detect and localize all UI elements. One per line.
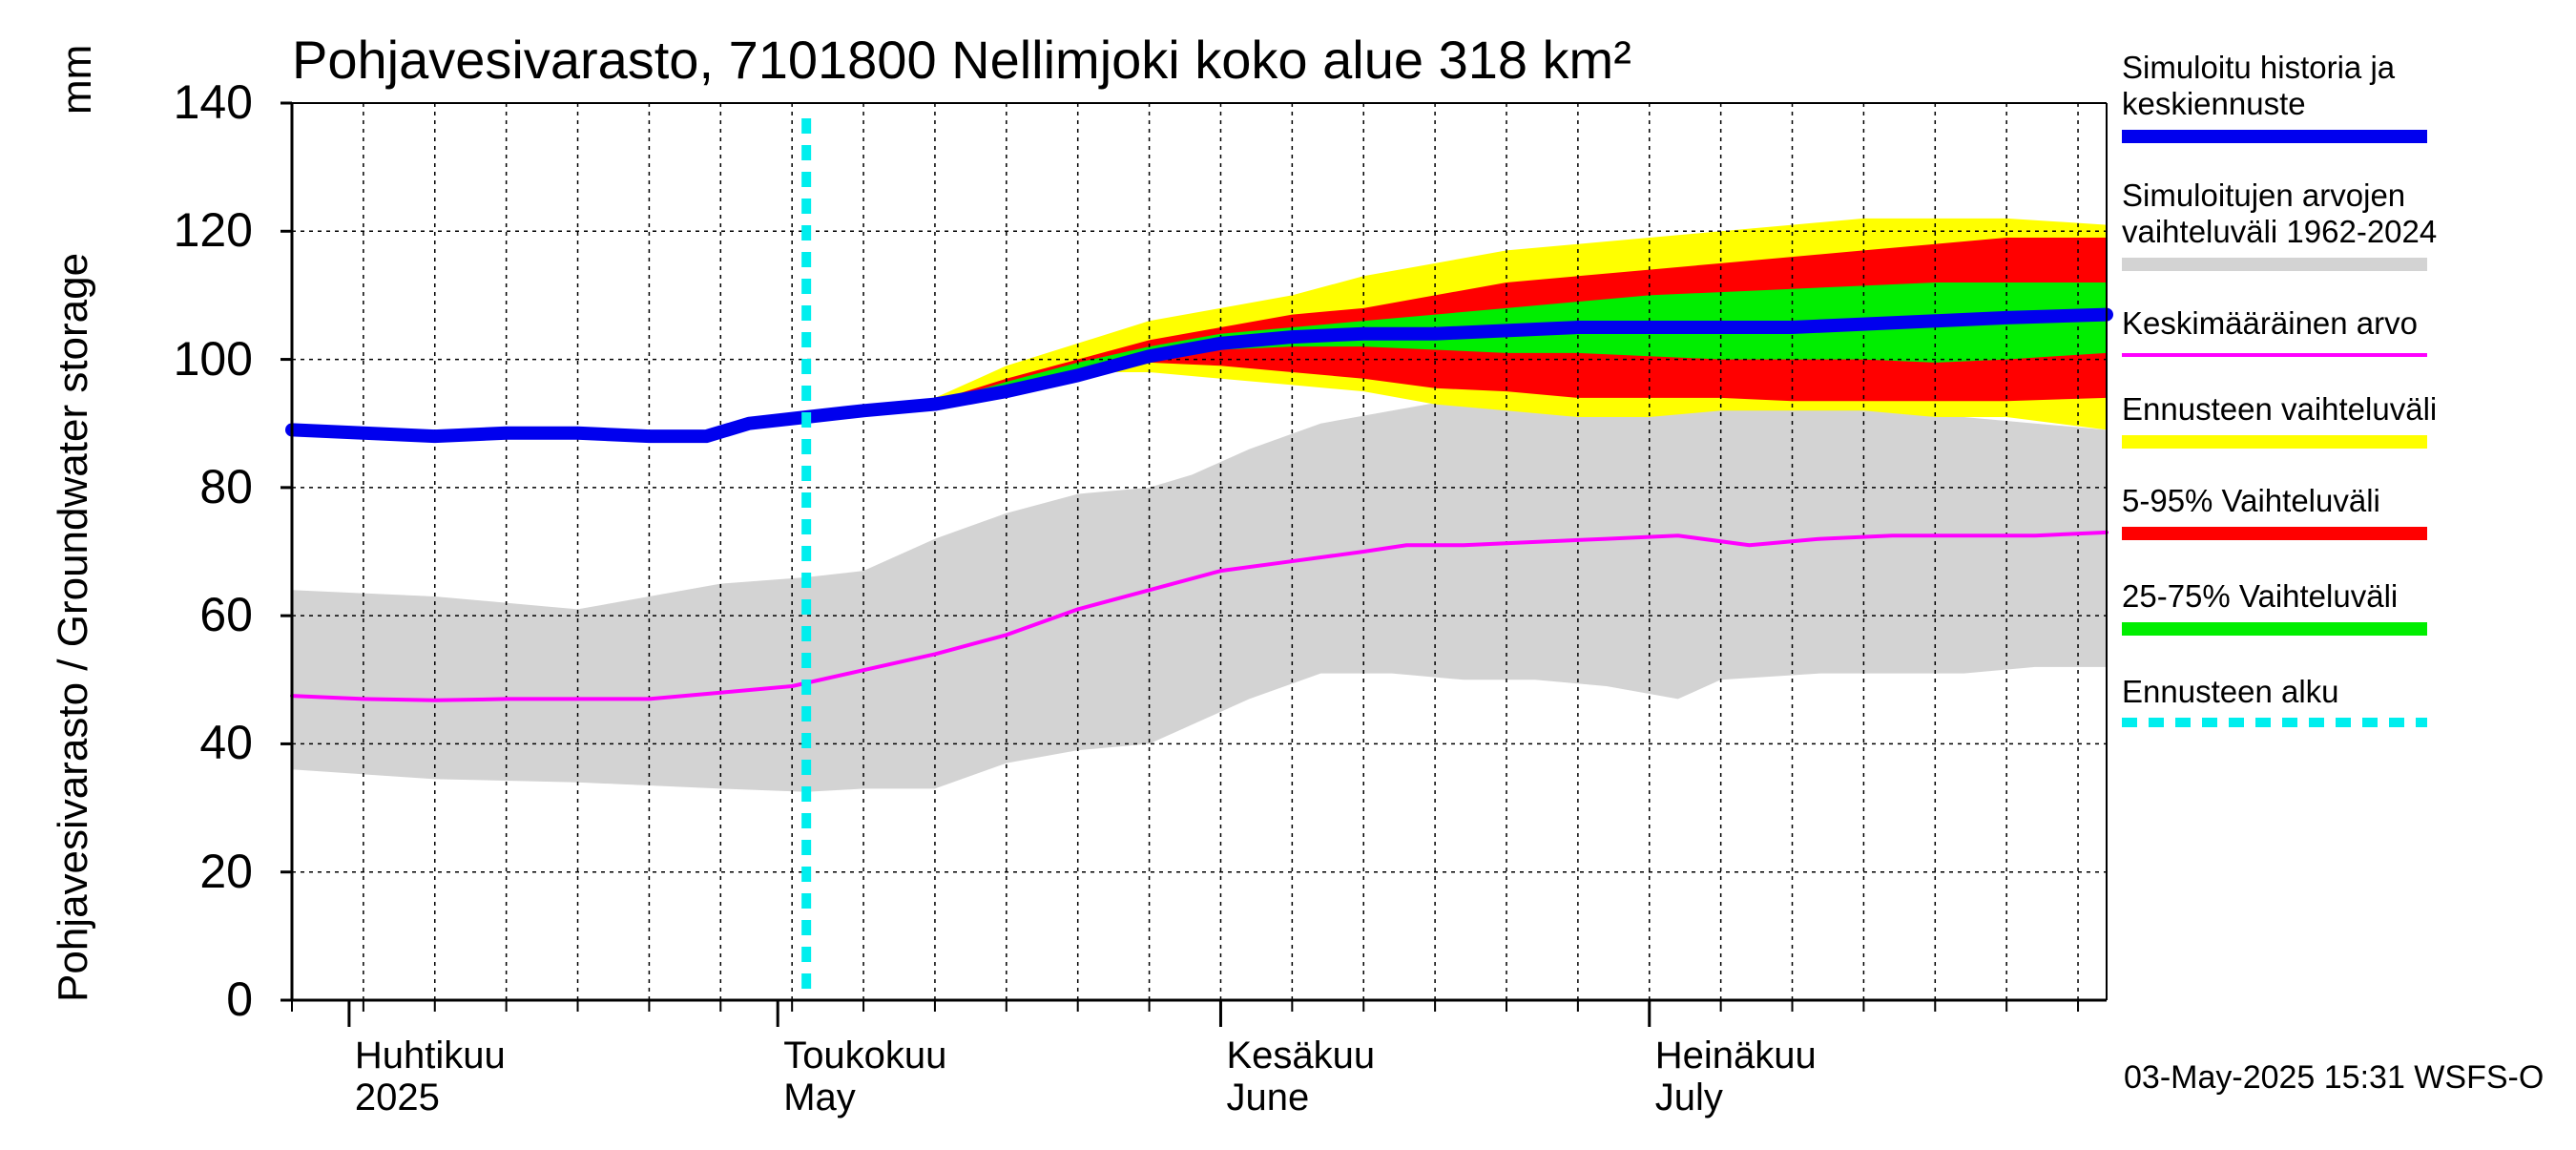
legend-swatch bbox=[2122, 435, 2427, 449]
y-tick-label: 140 bbox=[173, 75, 253, 129]
band-simuloitujen-arvojen-vaihteluv-li-1962-2024 bbox=[292, 397, 2107, 792]
legend-swatch bbox=[2122, 622, 2427, 636]
month-label-fi: Toukokuu bbox=[783, 1035, 947, 1077]
band-25-75-vaihteluv-li bbox=[806, 282, 2107, 424]
month-label: Toukokuu May bbox=[783, 1035, 946, 1119]
month-label-fi: Huhtikuu bbox=[354, 1035, 506, 1077]
y-tick-label: 0 bbox=[226, 972, 253, 1026]
month-label-en: 2025 bbox=[354, 1077, 440, 1119]
month-label-en: June bbox=[1226, 1077, 1310, 1119]
line-keskim-r-inen-arvo bbox=[290, 530, 2109, 702]
legend-swatch bbox=[2122, 130, 2427, 143]
month-label: Kesäkuu June bbox=[1226, 1035, 1375, 1119]
y-axis-unit: mm bbox=[53, 44, 100, 115]
legend-item-25-75-vaihteluv-li: 25-75% Vaihteluväli bbox=[2122, 578, 2446, 636]
legend-swatch bbox=[2122, 718, 2427, 727]
legend-label: Keskimääräinen arvo bbox=[2122, 305, 2418, 341]
legend-label: Ennusteen alku bbox=[2122, 674, 2339, 709]
legend-swatch bbox=[2122, 258, 2427, 271]
legend-item-5-95-vaihteluv-li: 5-95% Vaihteluväli bbox=[2122, 483, 2446, 540]
legend-item-simuloitu-historia-ja-keskiennuste: Simuloitu historia ja keskiennuste bbox=[2122, 50, 2446, 143]
legend-label: Ennusteen vaihteluväli bbox=[2122, 391, 2438, 427]
legend-item-keskim-r-inen-arvo: Keskimääräinen arvo bbox=[2122, 305, 2446, 357]
legend-item-simuloitujen-arvojen-vaihteluv-li-1962-2024: Simuloitujen arvojen vaihteluväli 1962-2… bbox=[2122, 178, 2446, 271]
month-label: Heinäkuu July bbox=[1655, 1035, 1817, 1119]
month-label-en: July bbox=[1654, 1077, 1723, 1119]
y-tick-label: 100 bbox=[173, 331, 253, 386]
month-label-fi: Heinäkuu bbox=[1654, 1035, 1817, 1077]
y-tick-label: 40 bbox=[199, 716, 253, 770]
legend-item-ennusteen-vaihteluv-li: Ennusteen vaihteluväli bbox=[2122, 391, 2446, 449]
legend-item-ennusteen-alku: Ennusteen alku bbox=[2122, 674, 2446, 727]
legend: Simuloitu historia ja keskiennuste Simulo… bbox=[2122, 50, 2446, 727]
y-tick-label: 80 bbox=[199, 459, 253, 513]
month-label-en: May bbox=[783, 1077, 856, 1119]
legend-swatch bbox=[2122, 527, 2427, 540]
legend-label: Simuloitujen arvojen vaihteluväli 1962-2… bbox=[2122, 178, 2438, 249]
y-tick-label: 20 bbox=[199, 844, 253, 898]
line-simuloitu-historia-ja-keskiennuste bbox=[285, 307, 2113, 444]
y-axis-label: Pohjavesivarasto / Groundwater storage bbox=[50, 252, 96, 1002]
y-tick-label: 60 bbox=[199, 588, 253, 642]
legend-label: 5-95% Vaihteluväli bbox=[2122, 483, 2380, 518]
chart-title: Pohjavesivarasto, 7101800 Nellimjoki kok… bbox=[292, 30, 1631, 90]
month-label-fi: Kesäkuu bbox=[1226, 1035, 1376, 1077]
month-label: Huhtikuu 2025 bbox=[355, 1035, 506, 1119]
y-tick-label: 120 bbox=[173, 203, 253, 258]
legend-label: 25-75% Vaihteluväli bbox=[2122, 578, 2399, 614]
legend-label: Simuloitu historia ja keskiennuste bbox=[2122, 50, 2396, 121]
legend-swatch bbox=[2122, 353, 2427, 357]
timestamp-footer: 03-May-2025 15:31 WSFS-O bbox=[2124, 1059, 2545, 1096]
